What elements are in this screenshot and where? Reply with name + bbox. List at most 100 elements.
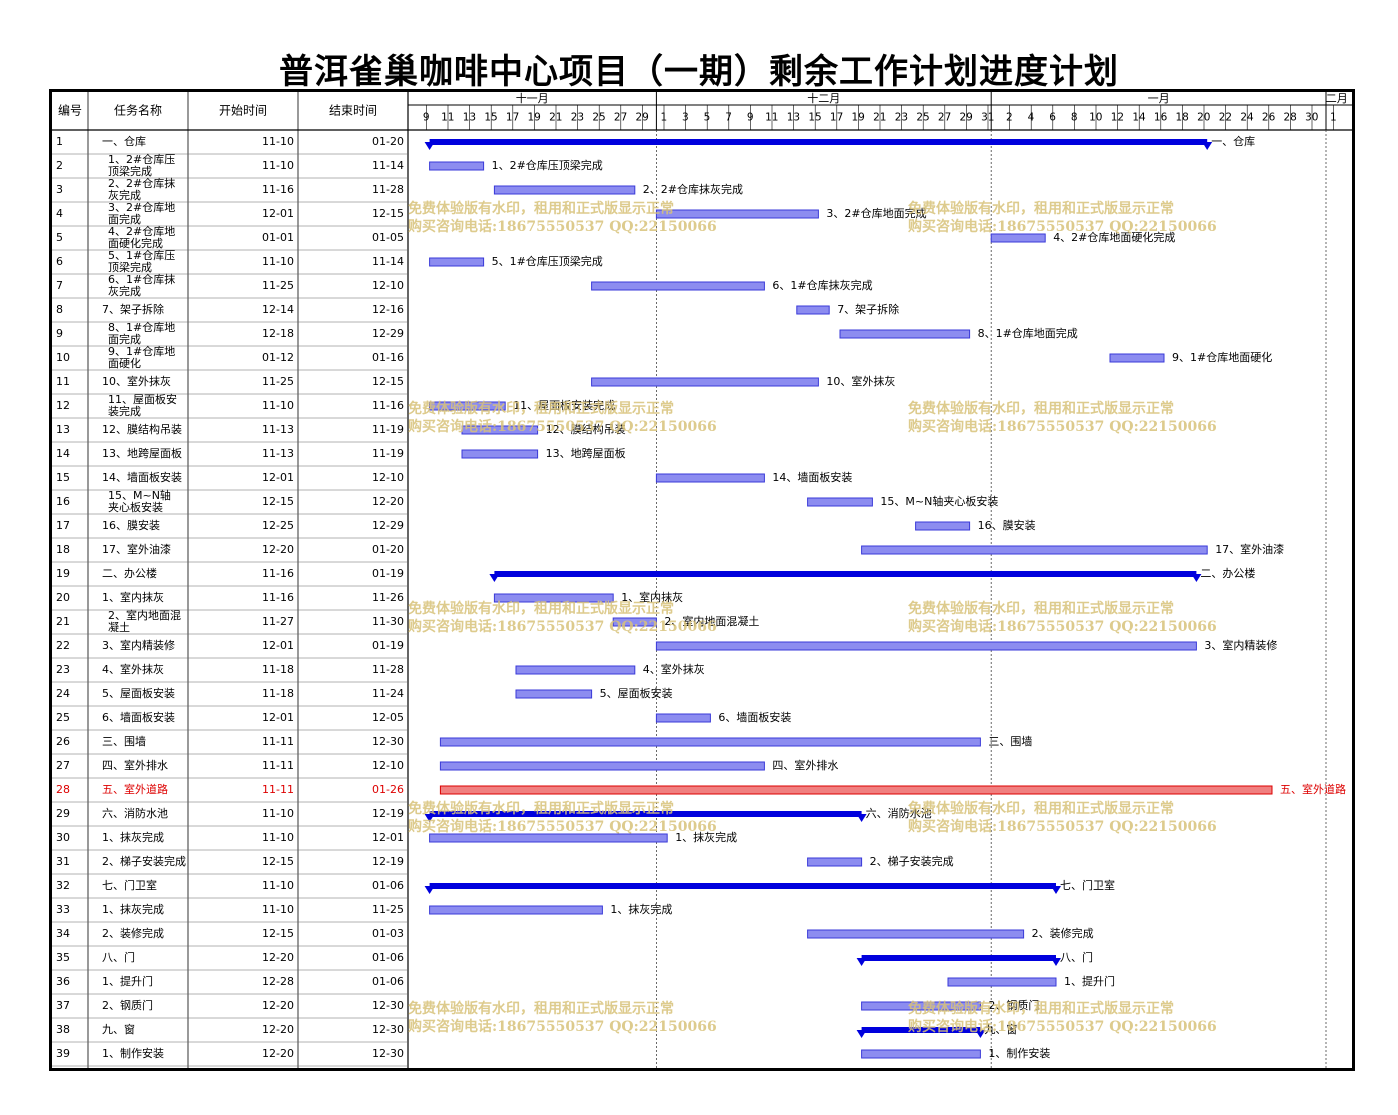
task-id: 19 (56, 567, 70, 580)
task-start: 12-28 (262, 975, 294, 988)
task-name: 四、室外排水 (102, 758, 168, 772)
bar-label: 12、膜结构吊装 (546, 422, 626, 436)
task-end: 12-10 (372, 279, 404, 292)
bar-label: 6、墙面板安装 (718, 710, 791, 724)
bar-label: 5、1#仓库压顶梁完成 (492, 254, 603, 268)
bar-label: 1、室内抹灰 (621, 590, 683, 604)
task-id: 34 (56, 927, 70, 940)
task-name: 六、消防水池 (102, 806, 168, 820)
summary-bar (861, 1027, 981, 1033)
task-bar (655, 713, 711, 723)
task-end: 12-30 (372, 1023, 404, 1036)
task-bar (839, 329, 971, 339)
bar-label: 1、制作安装 (988, 1046, 1050, 1060)
task-name: 灰完成 (108, 188, 141, 202)
task-bar (461, 449, 539, 459)
bar-label: 1、提升门 (1064, 974, 1115, 988)
task-name: 三、围墙 (102, 734, 146, 748)
task-bar (591, 281, 765, 291)
bar-label: 4、2#仓库地面硬化完成 (1053, 230, 1175, 244)
summary-end-marker (975, 1030, 986, 1038)
bar-label: 2、室内地面混凝土 (664, 614, 759, 628)
task-start: 01-12 (262, 351, 294, 364)
header-id: 编号 (58, 103, 82, 118)
task-start: 11-18 (262, 663, 294, 676)
task-name: 12、膜结构吊装 (102, 422, 182, 436)
task-bar (655, 473, 765, 483)
bar-label: 13、地跨屋面板 (546, 446, 626, 460)
task-start: 11-13 (262, 423, 294, 436)
month-label: 一月 (1148, 92, 1170, 105)
bar-label: 17、室外油漆 (1215, 542, 1284, 556)
task-start: 11-13 (262, 447, 294, 460)
task-id: 21 (56, 615, 70, 628)
task-start: 11-11 (262, 735, 294, 748)
task-id: 17 (56, 519, 70, 532)
task-name: 夹心板安装 (108, 500, 163, 514)
summary-bar (861, 955, 1056, 961)
task-start: 11-18 (262, 687, 294, 700)
task-name: 8、1#仓库地 (108, 320, 175, 334)
bar-label: 10、室外抹灰 (826, 374, 895, 388)
task-end: 01-26 (372, 783, 404, 796)
task-start: 12-20 (262, 951, 294, 964)
task-name: 5、1#仓库压 (108, 248, 175, 262)
task-name: 顶梁完成 (108, 260, 152, 274)
task-name: 5、屋面板安装 (102, 686, 175, 700)
task-end: 01-06 (372, 879, 404, 892)
task-bar (429, 401, 506, 411)
task-bar (796, 305, 830, 315)
task-name: 灰完成 (108, 284, 141, 298)
task-id: 33 (56, 903, 70, 916)
task-name: 装完成 (108, 404, 141, 418)
header-name: 任务名称 (114, 103, 162, 118)
task-end: 01-06 (372, 975, 404, 988)
task-id: 35 (56, 951, 70, 964)
task-start: 12-15 (262, 495, 294, 508)
task-end: 01-06 (372, 951, 404, 964)
bar-label: 2、2#仓库抹灰完成 (643, 182, 743, 196)
month-label: 十一月 (516, 92, 549, 105)
summary-bar (429, 811, 862, 817)
task-name: 1、提升门 (102, 974, 153, 988)
task-name: 1、制作安装 (102, 1046, 164, 1060)
task-id: 18 (56, 543, 70, 556)
task-id: 2 (56, 159, 63, 172)
task-end: 11-24 (372, 687, 404, 700)
task-id: 8 (56, 303, 63, 316)
task-name: 6、1#仓库抹 (108, 272, 175, 286)
task-start: 11-27 (262, 615, 294, 628)
task-end: 11-14 (372, 159, 404, 172)
task-start: 11-10 (262, 399, 294, 412)
summary-start-marker (424, 814, 435, 822)
task-start: 12-01 (262, 639, 294, 652)
task-id: 32 (56, 879, 70, 892)
bar-label: 7、架子拆除 (837, 302, 899, 316)
task-name: 1、2#仓库压 (108, 152, 175, 166)
bar-label: 六、消防水池 (866, 806, 932, 820)
task-end: 12-10 (372, 759, 404, 772)
task-bar (990, 233, 1046, 243)
task-start: 12-01 (262, 471, 294, 484)
task-start: 11-10 (262, 831, 294, 844)
task-start: 11-11 (262, 759, 294, 772)
summary-bar (429, 139, 1208, 145)
task-start: 11-25 (262, 279, 294, 292)
summary-end-marker (1191, 574, 1202, 582)
bar-label: 3、2#仓库地面完成 (826, 206, 926, 220)
task-start: 12-18 (262, 327, 294, 340)
task-id: 24 (56, 687, 70, 700)
task-name: 3、室内精装修 (102, 638, 175, 652)
summary-start-marker (424, 142, 435, 150)
task-bar (655, 209, 819, 219)
bar-label: 4、室外抹灰 (643, 662, 705, 676)
summary-end-marker (856, 814, 867, 822)
task-id: 3 (56, 183, 63, 196)
task-end: 12-15 (372, 207, 404, 220)
bar-label: 14、墙面板安装 (772, 470, 852, 484)
task-start: 11-16 (262, 591, 294, 604)
task-end: 12-30 (372, 735, 404, 748)
task-end: 12-15 (372, 375, 404, 388)
task-id: 6 (56, 255, 63, 268)
task-id: 20 (56, 591, 70, 604)
